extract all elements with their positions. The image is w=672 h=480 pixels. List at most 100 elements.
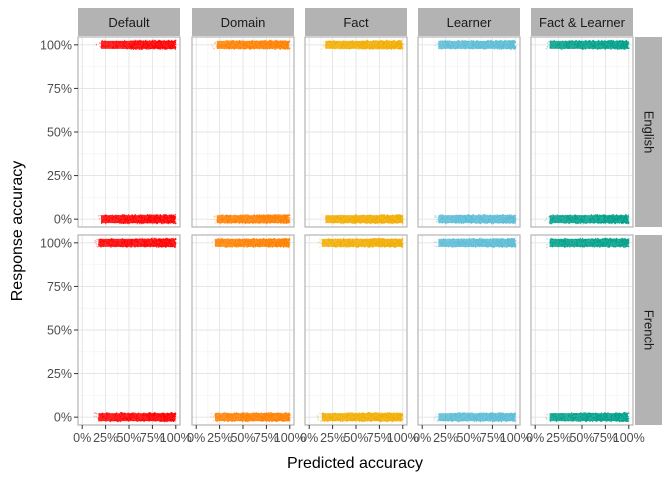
data-point: [281, 214, 283, 216]
data-point: [546, 217, 548, 220]
data-point: [621, 222, 623, 225]
data-point: [510, 48, 512, 50]
data-point: [604, 222, 606, 224]
data-point: [385, 48, 388, 50]
data-point: [288, 40, 290, 42]
data-point: [174, 244, 176, 246]
data-point: [134, 246, 136, 248]
data-point: [372, 40, 375, 42]
data-point: [266, 214, 268, 216]
data-point: [509, 222, 511, 225]
column-strip-background: [418, 8, 520, 36]
data-point: [380, 222, 382, 224]
data-point: [381, 222, 383, 225]
point-band-incorrect: [544, 214, 630, 225]
data-point: [97, 246, 99, 248]
row-strip-label: French: [642, 310, 657, 350]
data-point: [495, 40, 497, 42]
data-point: [229, 40, 231, 42]
data-point: [455, 48, 457, 50]
data-point: [252, 39, 254, 41]
data-point: [366, 222, 368, 224]
data-point: [174, 246, 177, 248]
data-point: [166, 40, 168, 42]
data-point: [124, 39, 126, 42]
data-point: [215, 45, 218, 47]
data-point: [433, 216, 436, 218]
facet-panels: Default Domain Fact Learner Fact & LearnerEn…: [40, 8, 662, 445]
data-point: [275, 39, 277, 42]
data-point: [514, 220, 517, 222]
data-point: [401, 214, 404, 217]
point-band-core: [325, 40, 402, 49]
data-point: [399, 214, 402, 216]
data-point: [375, 40, 377, 42]
data-point: [510, 40, 512, 42]
data-point: [214, 215, 217, 217]
data-point: [244, 222, 246, 225]
data-point: [258, 214, 260, 216]
data-point: [401, 216, 403, 218]
data-point: [99, 45, 101, 47]
row-strip-background: [635, 37, 662, 227]
data-point: [628, 47, 630, 50]
data-point: [95, 243, 97, 245]
data-point: [165, 48, 167, 50]
data-point: [627, 222, 630, 224]
data-point: [505, 48, 507, 50]
data-point: [512, 40, 514, 42]
data-point: [174, 241, 176, 243]
column-strip-label: Fact & Learner: [539, 15, 626, 30]
data-point: [110, 238, 113, 240]
data-point: [584, 48, 587, 50]
point-band-core: [98, 238, 175, 247]
data-point: [147, 48, 149, 50]
data-point: [401, 48, 403, 50]
data-point: [401, 216, 403, 218]
data-point: [170, 214, 173, 216]
data-point: [257, 222, 259, 224]
data-point: [514, 216, 516, 218]
data-point: [144, 246, 146, 248]
point-band-core: [549, 40, 628, 49]
y-axis-title: Response accuracy: [9, 161, 26, 302]
data-point: [362, 214, 364, 216]
data-point: [172, 237, 174, 239]
data-point: [396, 222, 398, 225]
data-point: [464, 48, 466, 50]
data-point: [285, 222, 288, 224]
data-point: [279, 48, 282, 50]
data-point: [382, 214, 384, 216]
point-band-incorrect: [93, 412, 177, 423]
data-point: [165, 246, 167, 248]
data-point: [510, 214, 512, 216]
data-point: [149, 214, 151, 216]
data-point: [155, 237, 157, 239]
data-point: [455, 214, 457, 216]
data-point: [496, 214, 498, 216]
data-point: [324, 42, 326, 45]
data-point: [96, 238, 98, 241]
data-point: [627, 47, 629, 49]
data-point: [157, 214, 159, 216]
data-point: [483, 214, 485, 216]
data-point: [458, 39, 460, 42]
data-point: [370, 214, 372, 216]
data-point: [211, 44, 213, 47]
data-point: [171, 39, 173, 42]
data-point: [612, 39, 614, 42]
data-point: [95, 44, 98, 46]
data-point: [340, 222, 342, 224]
data-point: [616, 48, 619, 50]
data-point: [561, 48, 563, 50]
data-point: [121, 238, 124, 240]
data-point: [256, 214, 258, 216]
data-point: [174, 219, 176, 221]
data-point: [380, 40, 382, 42]
data-point: [374, 222, 376, 225]
data-point: [396, 214, 398, 216]
data-point: [610, 48, 612, 50]
x-axis-title: Predicted accuracy: [287, 455, 423, 472]
data-point: [339, 48, 341, 50]
data-point: [266, 48, 268, 50]
